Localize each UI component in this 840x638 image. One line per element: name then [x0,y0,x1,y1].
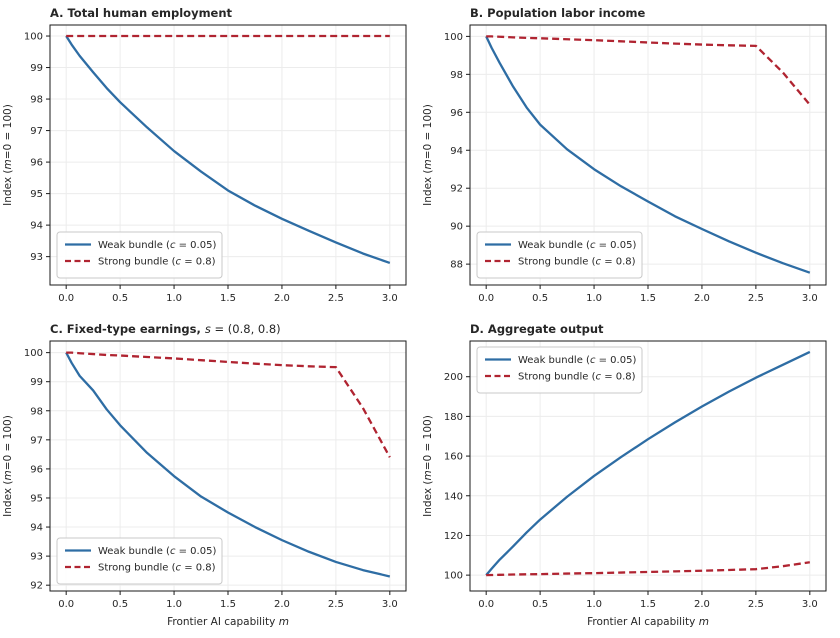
x-tick-label: 1.5 [640,599,656,610]
y-tick-label: 88 [450,260,463,271]
y-tick-label: 93 [30,552,43,563]
series-line-strong-bundle [486,35,811,106]
y-tick-label: 97 [30,435,43,446]
series-line-weak-bundle [65,352,391,578]
x-tick-label: 0.0 [478,599,494,610]
y-tick-label: 95 [30,493,43,504]
y-tick-label: 94 [30,523,43,534]
x-tick-label: 1.0 [166,293,182,304]
x-tick-label: 3.0 [382,293,398,304]
y-tick-label: 160 [444,452,463,463]
x-tick-label: 0.0 [478,293,494,304]
chart-svg-C: 0.0 0.5 1.0 1.5 2.0 2.5 3.0 92 93 94 95 96 97 98 99 100… [0,319,420,638]
y-tick-label: 100 [444,571,463,582]
y-tick-label: 94 [30,221,43,232]
legend-label-weak-bundle: Weak bundle (c = 0.05) [518,240,636,251]
x-tick-label: 1.0 [586,293,602,304]
y-tick-label: 97 [30,126,43,137]
y-tick-label: 93 [30,252,43,263]
legend-label-strong-bundle: Strong bundle (c = 0.8) [518,257,636,268]
legend-label-strong-bundle: Strong bundle (c = 0.8) [98,563,216,574]
x-tick-label: 0.5 [112,599,128,610]
legend-label-strong-bundle: Strong bundle (c = 0.8) [98,257,216,268]
y-tick-label: 120 [444,531,463,542]
legend-label-weak-bundle: Weak bundle (c = 0.05) [98,240,216,251]
x-tick-label: 0.5 [532,293,548,304]
x-tick-label: 1.5 [220,599,236,610]
y-tick-label: 92 [450,184,463,195]
y-tick-label: 100 [444,32,463,43]
series-line-strong-bundle [66,351,391,458]
y-tick-label: 100 [24,32,43,43]
legend-label-strong-bundle: Strong bundle (c = 0.8) [518,372,636,383]
x-tick-label: 3.0 [802,293,818,304]
y-axis-label: Index (m=0 = 100) [422,104,434,206]
y-axis-label: Index (m=0 = 100) [2,104,14,206]
x-tick-label: 0.5 [532,599,548,610]
x-tick-label: 2.5 [748,599,764,610]
y-tick-label: 92 [30,581,43,592]
legend-label-weak-bundle: Weak bundle (c = 0.05) [98,546,216,557]
y-tick-label: 140 [444,491,463,502]
x-tick-label: 2.0 [274,599,290,610]
y-tick-label: 96 [30,158,43,169]
y-tick-label: 98 [30,406,43,417]
panel-b-population-labor-income: 0.0 0.5 1.0 1.5 2.0 2.5 3.0 88 90 92 94 96 98 100 B. P… [420,0,840,319]
y-axis-label: Index (m=0 = 100) [2,415,14,517]
x-tick-label: 1.0 [586,599,602,610]
x-tick-label: 1.5 [640,293,656,304]
x-tick-label: 2.5 [748,293,764,304]
y-tick-label: 99 [30,377,43,388]
panel-a-total-human-employment: 0.0 0.5 1.0 1.5 2.0 2.5 3.0 93 94 95 96 97 98 99 100 A.… [0,0,420,319]
y-tick-label: 96 [30,464,43,475]
y-tick-label: 90 [450,222,463,233]
x-tick-label: 2.0 [694,293,710,304]
y-tick-label: 98 [450,70,463,81]
legend-box [476,346,643,394]
x-tick-label: 1.5 [220,293,236,304]
y-axis-label: Index (m=0 = 100) [422,415,434,517]
x-tick-label: 2.5 [328,599,344,610]
y-tick-label: 98 [30,95,43,106]
panel-title: A. Total human employment [50,6,233,20]
x-tick-label: 2.0 [694,599,710,610]
chart-svg-B: 0.0 0.5 1.0 1.5 2.0 2.5 3.0 88 90 92 94 96 98 100 B. P… [420,0,840,319]
chart-background [0,319,420,638]
y-tick-label: 180 [444,412,463,423]
y-tick-label: 94 [450,146,463,157]
y-tick-label: 100 [24,348,43,359]
legend-box [56,537,223,585]
x-tick-label: 3.0 [802,599,818,610]
x-tick-label: 2.0 [274,293,290,304]
panel-title: C. Fixed-type earnings, s = (0.8, 0.8) [50,322,281,336]
x-axis-label: Frontier AI capability m [167,616,289,628]
chart-svg-D: 0.0 0.5 1.0 1.5 2.0 2.5 3.0 100 120 140 160 180 200 D… [420,319,840,638]
x-tick-label: 0.0 [58,293,74,304]
series-line-weak-bundle [485,350,811,576]
y-tick-label: 200 [444,372,463,383]
x-tick-label: 0.0 [58,599,74,610]
series-line-weak-bundle [485,35,811,274]
y-tick-label: 96 [450,108,463,119]
legend-box [476,231,643,279]
chart-svg-A: 0.0 0.5 1.0 1.5 2.0 2.5 3.0 93 94 95 96 97 98 99 100 A.… [0,0,420,319]
y-tick-label: 95 [30,189,43,200]
x-axis-label: Frontier AI capability m [587,616,709,628]
x-tick-label: 2.5 [328,293,344,304]
x-tick-label: 0.5 [112,293,128,304]
series-line-weak-bundle [65,35,391,265]
panel-title: D. Aggregate output [470,322,604,336]
x-tick-label: 3.0 [382,599,398,610]
legend-box [56,231,223,279]
x-tick-label: 1.0 [166,599,182,610]
y-tick-label: 99 [30,63,43,74]
series-line-strong-bundle [486,561,810,577]
panel-c-fixed-type-earnings: 0.0 0.5 1.0 1.5 2.0 2.5 3.0 92 93 94 95 96 97 98 99 100… [0,319,420,638]
panel-d-aggregate-output: 0.0 0.5 1.0 1.5 2.0 2.5 3.0 100 120 140 160 180 200 D… [420,319,840,638]
panel-title: B. Population labor income [470,6,645,20]
legend-label-weak-bundle: Weak bundle (c = 0.05) [518,355,636,366]
